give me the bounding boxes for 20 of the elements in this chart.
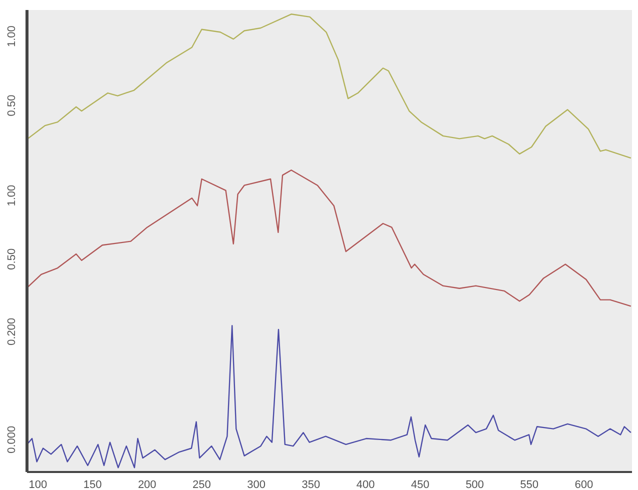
line-series (27, 325, 632, 468)
y-tick-label: 0.200 (6, 318, 18, 346)
x-tick-label: 600 (574, 478, 594, 490)
x-tick-label: 200 (138, 478, 156, 490)
y-tick-label: 0.50 (6, 94, 18, 116)
x-tick-label: 400 (356, 478, 375, 490)
x-tick-label: 300 (247, 478, 266, 490)
y-tick-label: 0.000 (6, 426, 18, 454)
x-tick-label: 500 (466, 478, 484, 490)
x-tick-label: 350 (302, 478, 320, 490)
y-tick-label: 1.00 (6, 184, 18, 206)
x-tick-label: 550 (520, 478, 539, 490)
x-tick-label: 450 (410, 478, 430, 490)
line-series (27, 14, 632, 159)
x-tick-label: 150 (83, 478, 102, 490)
x-tick-label: 250 (192, 478, 211, 490)
line-series (27, 169, 632, 307)
y-tick-label: 1.00 (6, 26, 18, 48)
x-tick-label: 100 (28, 478, 48, 490)
y-tick-label: 0.50 (6, 248, 18, 270)
